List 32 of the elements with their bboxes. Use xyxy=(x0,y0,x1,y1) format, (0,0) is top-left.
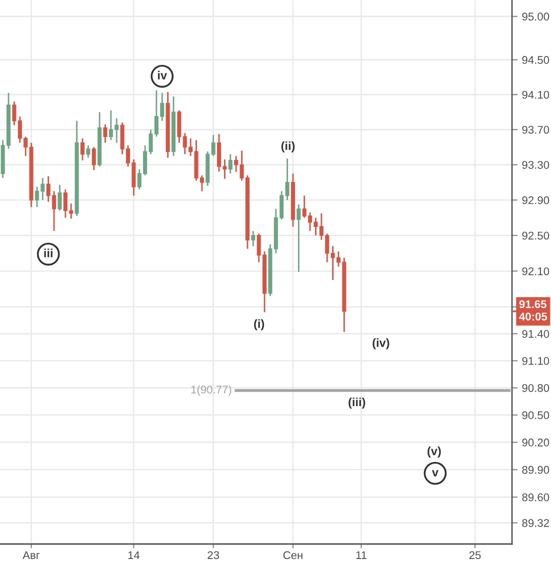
y-tick-label: 92.10 xyxy=(522,267,550,276)
y-tick-label: 91.40 xyxy=(522,330,550,338)
y-tick-label: 91.10 xyxy=(522,357,550,365)
y-tick-label: 89.32 xyxy=(522,519,549,527)
y-tick-label: 89.90 xyxy=(522,466,550,474)
annotation: (iv) xyxy=(372,338,390,350)
series-label: 1(90.77) xyxy=(191,385,232,396)
data-label: iii xyxy=(44,248,52,258)
ref-line-label: 91.65 40:05 xyxy=(519,300,548,320)
y-tick-label: 93.70 xyxy=(522,126,550,134)
y-tick-label: 90.80 xyxy=(522,384,550,392)
x-tick-label: Авг xyxy=(22,551,40,559)
y-tick-label: 95.00 xyxy=(522,12,550,21)
x-tick-label: Сен xyxy=(283,551,302,560)
x-tick-label: 14 xyxy=(128,551,140,559)
annotation: (iii) xyxy=(348,398,366,409)
y-tick-label: 94.10 xyxy=(522,90,550,99)
y-tick-label: 89.60 xyxy=(522,493,550,502)
annotation: (ii) xyxy=(281,141,295,152)
y-tick-label: 90.20 xyxy=(522,438,550,446)
y-tick-label: 92.50 xyxy=(522,232,550,240)
y-tick-label: 93.30 xyxy=(522,161,550,169)
x-tick-label: 25 xyxy=(469,551,481,560)
y-tick-label: 90.50 xyxy=(522,411,550,420)
y-tick-label: 94.50 xyxy=(522,56,550,64)
x-tick-label: 11 xyxy=(356,551,366,559)
y-tick-label: 92.90 xyxy=(522,196,550,204)
annotation: (v) xyxy=(428,446,441,458)
data-label: iv xyxy=(158,70,168,80)
annotation: (i) xyxy=(254,319,264,330)
data-label: v xyxy=(432,470,438,476)
x-tick-label: 23 xyxy=(208,551,220,560)
